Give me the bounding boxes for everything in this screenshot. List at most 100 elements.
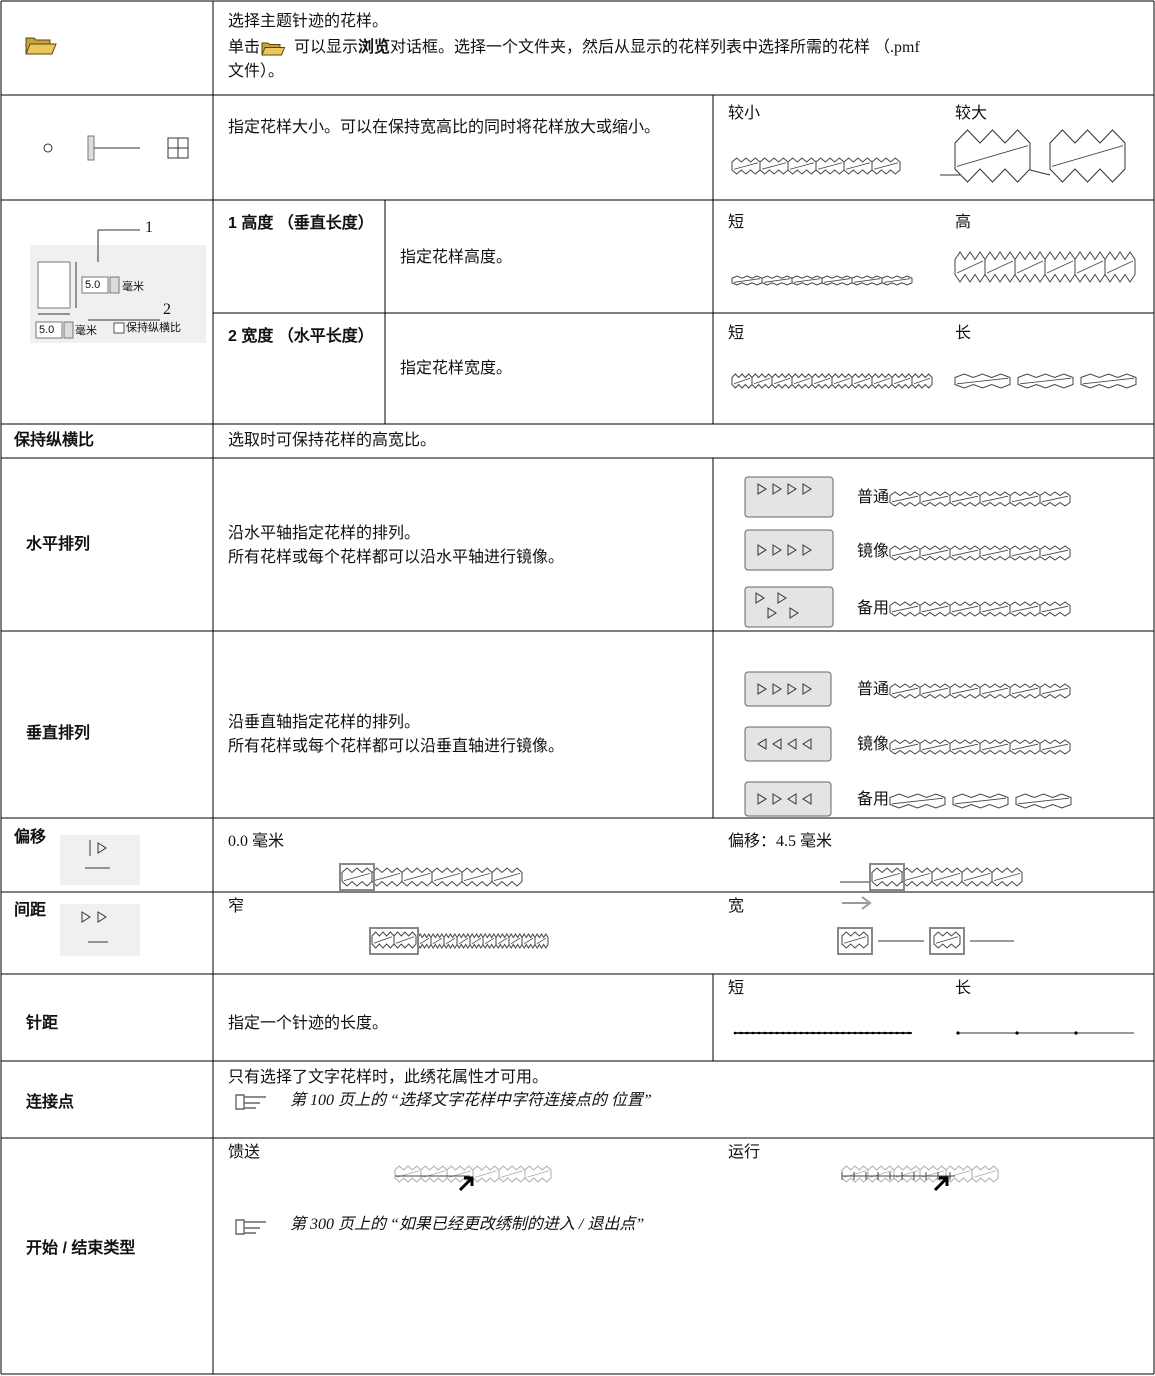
- button-glyph: [787, 738, 797, 750]
- button-glyph: [81, 911, 91, 923]
- leaf-vein: [1041, 495, 1069, 503]
- leaf-vein: [484, 937, 495, 945]
- input: [81, 276, 109, 294]
- leaf-vein: [981, 687, 1009, 695]
- stitch-point: [883, 1031, 887, 1035]
- leaf-vein: [733, 278, 761, 283]
- text: 窄: [228, 898, 245, 915]
- stitch-point: [751, 1031, 755, 1035]
- arrow-head: [933, 1176, 949, 1192]
- leaf-vein: [933, 873, 961, 881]
- leaf: [1017, 373, 1074, 389]
- option-label: 普通: [857, 681, 890, 698]
- leaf-vein: [813, 377, 831, 385]
- leaf-vein: [1011, 495, 1039, 503]
- button-glyph: [757, 683, 767, 695]
- text: 指定花样宽度。: [400, 360, 513, 377]
- leaf: [911, 373, 933, 389]
- text: 运行: [728, 1144, 761, 1161]
- checkbox-label: 保持纵横比: [126, 322, 181, 334]
- leaf-vein: [471, 937, 482, 945]
- button-glyph: [757, 544, 767, 556]
- stitch-point: [1015, 1031, 1019, 1035]
- stitch-point: [775, 1031, 779, 1035]
- text: 只有选择了文字花样时，此绣花属性才可用。: [228, 1069, 549, 1086]
- leaf-vein: [1016, 260, 1044, 274]
- leaf-vein: [1041, 549, 1069, 557]
- text: 指定一个针迹的长度。: [228, 1015, 389, 1032]
- leaf-vein: [761, 162, 787, 170]
- button-glyph: [787, 544, 797, 556]
- leaf-vein: [500, 1170, 524, 1178]
- leaf-vein: [1019, 377, 1072, 385]
- leaf-vein: [891, 797, 944, 805]
- button-glyph: [777, 592, 787, 604]
- leaf-vein: [1041, 605, 1069, 613]
- stitch-point: [865, 1031, 869, 1035]
- stitch-point: [847, 1031, 851, 1035]
- leaf-vein: [536, 937, 547, 945]
- leaf: [933, 931, 961, 949]
- button-glyph: [757, 483, 767, 495]
- text: 宽: [728, 898, 745, 915]
- stitch-point: [781, 1031, 785, 1035]
- leaf-vein: [833, 377, 851, 385]
- text: 沿垂直轴指定花样的排列。: [228, 714, 421, 731]
- highlight-box: [869, 863, 905, 891]
- leaf: [534, 933, 549, 949]
- leaf: [954, 129, 1031, 183]
- leaf-vein: [763, 278, 791, 283]
- leaf-vein: [891, 495, 919, 503]
- label: 短: [728, 325, 745, 342]
- folder-icon: [261, 47, 286, 56]
- stitch-point: [901, 1031, 905, 1035]
- stitch-point: [823, 1031, 827, 1035]
- slider-thumb: [87, 135, 95, 161]
- stitch-point: [871, 1031, 875, 1035]
- text: 选取时可保持花样的高宽比。: [228, 432, 437, 449]
- unit: 毫米: [75, 325, 97, 337]
- stitch-point: [793, 1031, 797, 1035]
- icon-bg: [60, 904, 140, 956]
- leaf-vein: [956, 145, 1029, 167]
- leaf-vein: [733, 162, 759, 170]
- leaf-vein: [1051, 145, 1124, 167]
- leaf-vein: [951, 605, 979, 613]
- leaf-vein: [956, 377, 1009, 385]
- leaf: [491, 867, 523, 887]
- stitch-point: [757, 1031, 761, 1035]
- leaf-vein: [753, 377, 771, 385]
- leaf-vein: [963, 873, 991, 881]
- leaf-vein: [432, 937, 443, 945]
- row-label: 开始 / 结束类型: [26, 1240, 136, 1257]
- leaf-vein: [956, 260, 984, 274]
- button-glyph: [802, 544, 812, 556]
- button: [744, 476, 834, 518]
- label: 短: [728, 980, 745, 997]
- button-glyph: [802, 483, 812, 495]
- leaf-vein: [1041, 687, 1069, 695]
- row-label: 针距: [26, 1015, 59, 1032]
- leaf: [524, 1165, 552, 1183]
- stitch-point: [829, 1031, 833, 1035]
- leaf-vein: [843, 936, 867, 944]
- label: 2 宽度 （水平长度）: [228, 328, 374, 345]
- leaf-vein: [951, 495, 979, 503]
- leaf-vein: [954, 797, 1007, 805]
- leaf-vein: [433, 873, 461, 881]
- button-glyph: [767, 607, 777, 619]
- button-glyph: [772, 683, 782, 695]
- stitch-point: [956, 1031, 960, 1035]
- button-glyph: [772, 544, 782, 556]
- leaf: [1039, 545, 1071, 561]
- leaf-vein: [733, 377, 751, 385]
- leaf-vein: [395, 936, 415, 944]
- button-glyph: [757, 793, 767, 805]
- stitch-point: [877, 1031, 881, 1035]
- leaf-vein: [951, 687, 979, 695]
- leaf-vein: [526, 1170, 550, 1178]
- leaf-vein: [789, 162, 815, 170]
- button-glyph: [802, 738, 812, 750]
- button-glyph: [802, 683, 812, 695]
